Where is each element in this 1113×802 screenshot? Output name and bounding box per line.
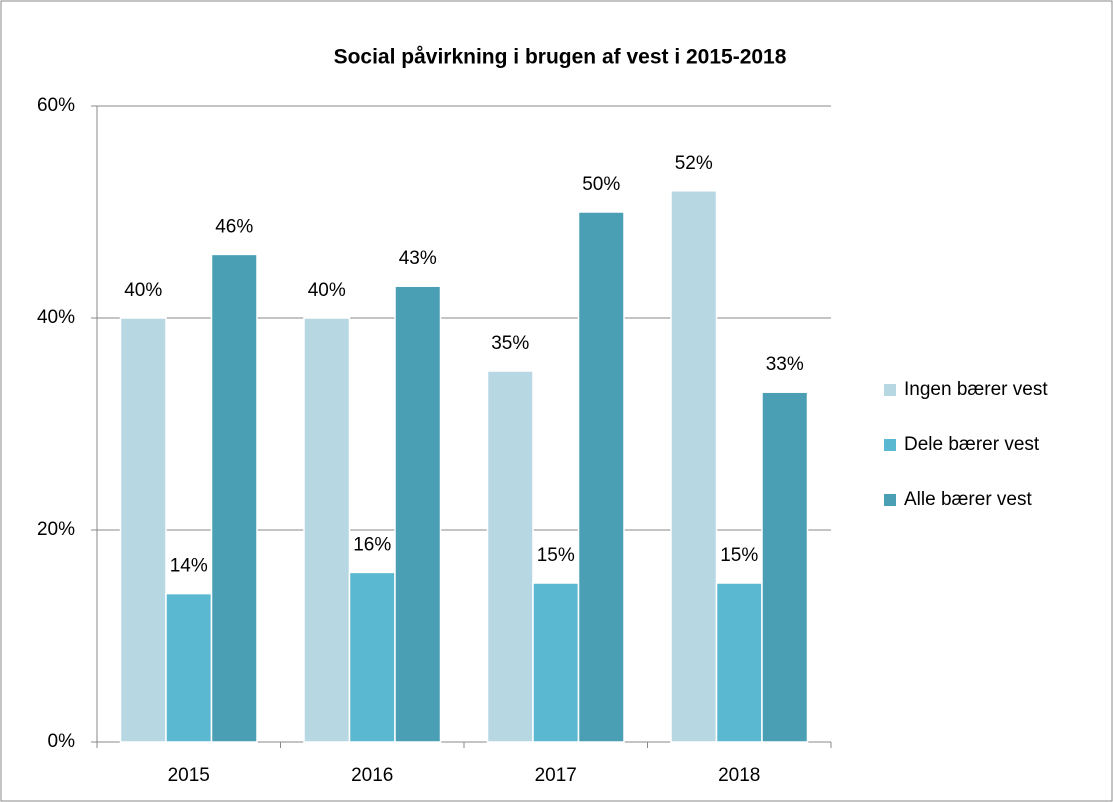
- x-tick-label: 2016: [351, 765, 393, 786]
- value-label: 52%: [675, 153, 713, 174]
- legend-swatch: [884, 494, 896, 506]
- x-tick-label: 2015: [168, 765, 210, 786]
- y-tick-label: 60%: [37, 95, 75, 116]
- bar: [119, 317, 167, 743]
- value-label: 35%: [491, 333, 529, 354]
- legend-label: Ingen bærer vest: [904, 379, 1048, 400]
- bar: [210, 253, 258, 743]
- value-label: 15%: [537, 545, 575, 566]
- x-tick-label: 2018: [718, 765, 760, 786]
- bar: [348, 571, 396, 743]
- bar: [303, 317, 351, 743]
- legend-label: Dele bærer vest: [904, 434, 1040, 455]
- bar: [761, 391, 809, 743]
- legend-swatch: [884, 384, 896, 396]
- y-tick-label: 40%: [37, 307, 75, 328]
- value-label: 33%: [766, 354, 804, 375]
- value-label: 40%: [308, 280, 346, 301]
- bar: [532, 582, 580, 743]
- y-tick-label: 20%: [37, 519, 75, 540]
- value-label: 14%: [170, 556, 208, 577]
- x-tick-label: 2017: [535, 765, 577, 786]
- value-label: 46%: [215, 216, 253, 237]
- value-label: 15%: [720, 545, 758, 566]
- value-label: 16%: [353, 534, 391, 555]
- value-label: 43%: [399, 248, 437, 269]
- bar: [670, 190, 718, 743]
- bar: [165, 592, 213, 743]
- chart-title: Social påvirkning i brugen af vest i 201…: [334, 46, 787, 69]
- bar: [394, 285, 442, 743]
- value-label: 50%: [582, 174, 620, 195]
- bar: [486, 370, 534, 743]
- legend-label: Alle bærer vest: [904, 489, 1032, 510]
- value-label: 40%: [124, 280, 162, 301]
- legend-swatch: [884, 439, 896, 451]
- bar: [577, 211, 625, 743]
- bar: [715, 582, 763, 743]
- y-tick-label: 0%: [48, 731, 76, 752]
